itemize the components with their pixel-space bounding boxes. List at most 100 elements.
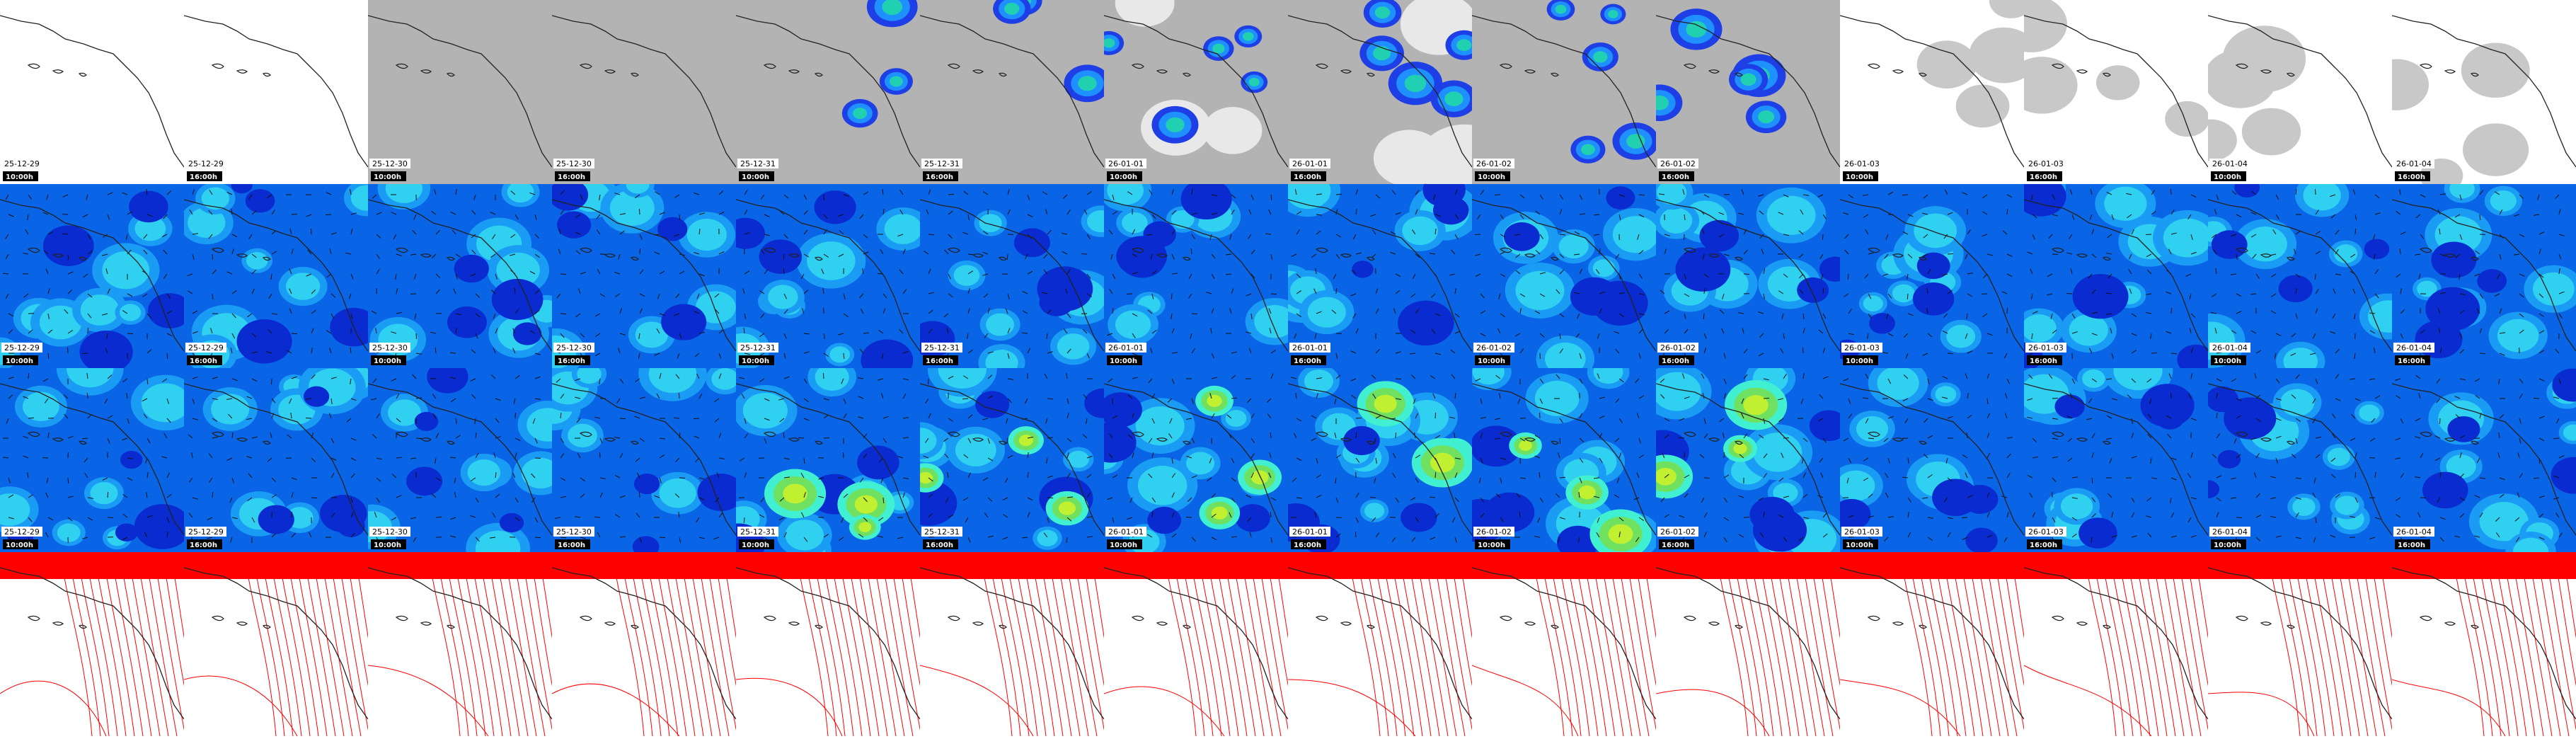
map-tile: 26-01-01 16:00h xyxy=(1264,165,1480,368)
panel-date: 26-01-01 xyxy=(1108,343,1144,353)
panel-time: 16:00h xyxy=(2398,542,2425,549)
panel-time: 10:00h xyxy=(1478,542,1505,549)
map-tile: 25-12-31 16:00h xyxy=(910,184,1120,382)
panel-date: 25-12-29 xyxy=(188,343,224,353)
panel-date: 25-12-29 xyxy=(188,527,224,537)
map-tile: 26-01-03 10:00h xyxy=(1829,359,2024,554)
panel-date: 26-01-03 xyxy=(1844,159,1880,168)
panel-date: 25-12-29 xyxy=(4,527,40,537)
panel-date: 25-12-29 xyxy=(188,159,224,168)
map-tile: 26-01-02 10:00h xyxy=(1454,353,1660,559)
map-tile: 25-12-31 10:00h xyxy=(715,184,930,382)
panel-date: 26-01-01 xyxy=(1108,527,1144,537)
panel-date: 25-12-31 xyxy=(924,159,960,168)
panel-time: 16:00h xyxy=(1294,173,1321,181)
panel-time: 16:00h xyxy=(1294,357,1321,365)
panel-date: 26-01-04 xyxy=(2396,527,2432,537)
panel-date: 25-12-29 xyxy=(4,343,40,353)
panel-date: 25-12-29 xyxy=(4,159,40,168)
map-tile: 26-01-01 10:00h xyxy=(1099,169,1304,368)
map-tile xyxy=(1288,552,1490,736)
panel-date: 26-01-04 xyxy=(2212,159,2248,168)
panel-date: 26-01-02 xyxy=(1476,527,1512,537)
panel-date: 25-12-30 xyxy=(372,343,408,353)
map-tile xyxy=(368,552,570,736)
panel-date: 25-12-30 xyxy=(556,343,592,353)
map-tile xyxy=(1656,552,1858,736)
panel-time: 10:00h xyxy=(742,357,769,365)
panel-date: 26-01-02 xyxy=(1476,159,1512,168)
map-tile xyxy=(0,552,202,736)
panel-time: 10:00h xyxy=(1110,173,1137,181)
panel-time: 16:00h xyxy=(2030,542,2057,549)
map-tile: 25-12-29 16:00h xyxy=(180,176,390,374)
panel-date: 25-12-30 xyxy=(556,527,592,537)
panel-date: 26-01-01 xyxy=(1292,343,1328,353)
panel-time: 10:00h xyxy=(6,542,33,549)
panel-date: 25-12-31 xyxy=(924,343,960,353)
panel-time: 10:00h xyxy=(6,357,33,365)
map-tile: 25-12-29 10:00h xyxy=(0,342,200,552)
panel-date: 26-01-03 xyxy=(2028,527,2064,537)
panel-time: 16:00h xyxy=(926,542,953,549)
panel-time: 10:00h xyxy=(1846,173,1873,181)
panel-time: 16:00h xyxy=(558,542,585,549)
panel-time: 10:00h xyxy=(2214,357,2241,365)
panel-date: 26-01-01 xyxy=(1108,159,1144,168)
panel-time: 16:00h xyxy=(926,357,953,365)
panel-date: 26-01-01 xyxy=(1292,159,1328,168)
panel-time: 16:00h xyxy=(558,173,585,181)
panel-time: 10:00h xyxy=(1478,357,1505,365)
panel-date: 25-12-31 xyxy=(740,527,776,537)
panel-time: 16:00h xyxy=(190,173,217,181)
map-tile: 25-12-29 10:00h xyxy=(0,184,192,373)
panel-date: 26-01-03 xyxy=(1844,527,1880,537)
map-tile: 25-12-30 16:00h xyxy=(552,0,736,184)
map-tile: 25-12-30 10:00h xyxy=(368,167,567,368)
panel-time: 16:00h xyxy=(1294,542,1321,549)
panel-time: 10:00h xyxy=(1846,542,1873,549)
panel-date: 25-12-31 xyxy=(740,343,776,353)
panel-time: 10:00h xyxy=(374,542,401,549)
map-tile: 26-01-04 16:00h xyxy=(2392,368,2576,572)
panel-time: 10:00h xyxy=(374,357,401,365)
panel-time: 10:00h xyxy=(1110,357,1137,365)
panel-time: 16:00h xyxy=(2398,173,2425,181)
map-tile: 25-12-30 16:00h xyxy=(526,347,744,558)
panel-time: 10:00h xyxy=(742,173,769,181)
panel-date: 25-12-31 xyxy=(740,159,776,168)
panel-time: 16:00h xyxy=(1662,173,1689,181)
map-tile: 26-01-03 16:00h xyxy=(2009,343,2208,552)
panel-time: 16:00h xyxy=(1662,542,1689,549)
map-tile: 26-01-03 10:00h xyxy=(1840,0,2039,184)
map-tile xyxy=(1104,552,1306,736)
map-tile xyxy=(2208,552,2410,736)
panel-date: 25-12-30 xyxy=(556,159,592,168)
map-tile: 25-12-30 10:00h xyxy=(344,360,577,574)
map-tile xyxy=(184,552,386,736)
panel-time: 16:00h xyxy=(2398,357,2425,365)
map-tile: 25-12-31 16:00h xyxy=(920,0,1110,184)
panel-time: 16:00h xyxy=(2030,357,2057,365)
panel-date: 25-12-30 xyxy=(372,527,408,537)
map-tile xyxy=(552,552,754,736)
panel-time: 16:00h xyxy=(926,173,953,181)
map-tile xyxy=(920,552,1122,736)
map-tile: 25-12-31 16:00h xyxy=(897,341,1122,552)
map-tile: 25-12-31 10:00h xyxy=(712,357,920,566)
panel-date: 25-12-30 xyxy=(372,159,408,168)
